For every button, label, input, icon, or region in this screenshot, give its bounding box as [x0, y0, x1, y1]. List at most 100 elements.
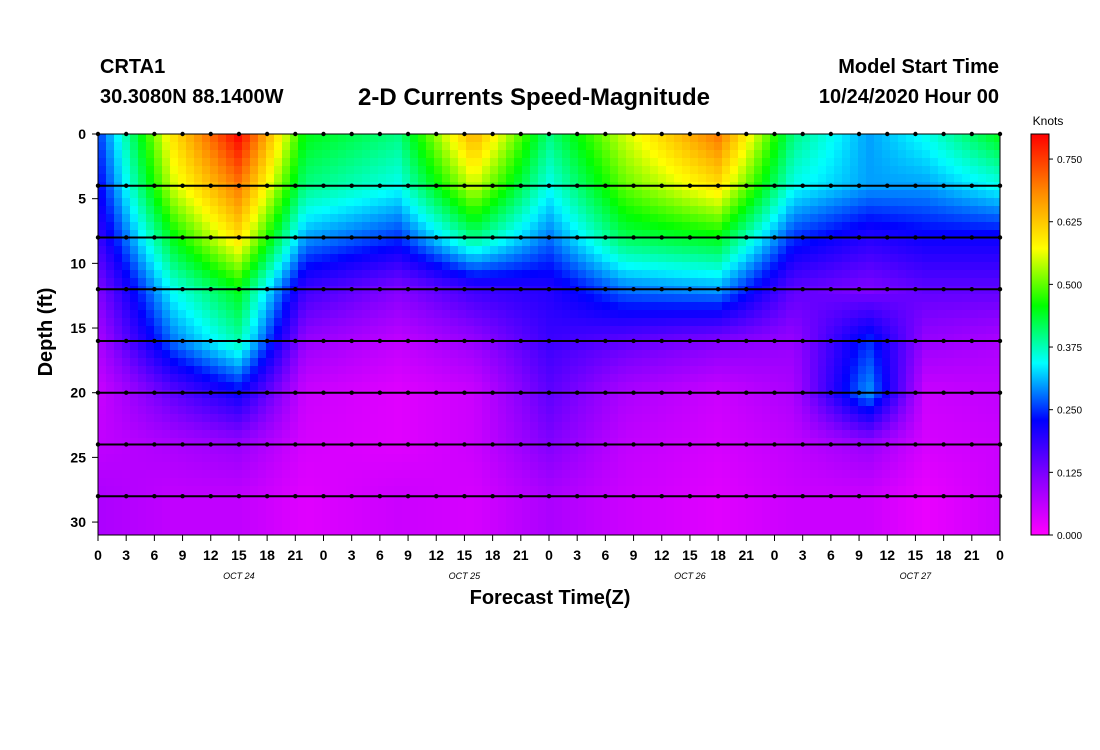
heat-cell: [338, 134, 347, 143]
heat-cell: [330, 478, 339, 487]
heat-cell: [874, 134, 883, 143]
heat-cell: [906, 206, 915, 215]
heat-cell: [314, 382, 323, 391]
heat-cell: [450, 166, 459, 175]
heat-cell: [154, 342, 163, 351]
heat-cell: [362, 374, 371, 383]
heat-cell: [242, 246, 251, 255]
heat-cell: [538, 430, 547, 439]
heat-cell: [850, 158, 859, 167]
heat-cell: [562, 206, 571, 215]
heat-cell: [322, 206, 331, 215]
heat-cell: [610, 174, 619, 183]
heat-cell: [722, 150, 731, 159]
heat-cell: [322, 318, 331, 327]
heat-cell: [834, 150, 843, 159]
heat-cell: [250, 174, 259, 183]
heat-cell: [530, 134, 539, 143]
heat-cell: [514, 350, 523, 359]
heat-cell: [634, 406, 643, 415]
heat-cell: [282, 422, 291, 431]
heat-cell: [658, 270, 667, 279]
heat-cell: [730, 166, 739, 175]
heat-cell: [634, 174, 643, 183]
heat-cell: [234, 294, 243, 303]
heat-cell: [594, 198, 603, 207]
heat-cell: [482, 214, 491, 223]
heat-cell: [250, 478, 259, 487]
heat-cell: [738, 134, 747, 143]
heat-cell: [602, 398, 611, 407]
heat-cell: [498, 342, 507, 351]
heat-cell: [466, 334, 475, 343]
heat-cell: [938, 382, 947, 391]
heat-cell: [162, 158, 171, 167]
heat-cell: [850, 350, 859, 359]
heat-cell: [322, 174, 331, 183]
heat-cell: [946, 142, 955, 151]
heat-cell: [490, 334, 499, 343]
heat-cell: [346, 294, 355, 303]
heat-cell: [186, 414, 195, 423]
heat-cell: [842, 142, 851, 151]
heat-cell: [586, 214, 595, 223]
heat-cell: [370, 198, 379, 207]
heat-cell: [506, 174, 515, 183]
heat-cell: [498, 334, 507, 343]
heat-cell: [450, 422, 459, 431]
heat-cell: [410, 390, 419, 399]
heat-cell: [754, 310, 763, 319]
heat-cell: [122, 190, 131, 199]
heat-cell: [242, 478, 251, 487]
heat-cell: [186, 278, 195, 287]
heat-cell: [722, 134, 731, 143]
heat-cell: [714, 350, 723, 359]
heat-cell: [202, 406, 211, 415]
heat-cell: [594, 158, 603, 167]
heat-cell: [354, 438, 363, 447]
heat-cell: [978, 334, 987, 343]
heat-cell: [994, 270, 1001, 279]
heat-cell: [650, 174, 659, 183]
heat-cell: [722, 174, 731, 183]
heat-cell: [642, 246, 651, 255]
heat-cell: [378, 462, 387, 471]
heat-cell: [362, 166, 371, 175]
heat-cell: [922, 310, 931, 319]
heat-cell: [466, 278, 475, 287]
heat-cell: [554, 302, 563, 311]
heat-cell: [650, 470, 659, 479]
heat-cell: [402, 294, 411, 303]
heat-cell: [730, 318, 739, 327]
heat-cell: [938, 398, 947, 407]
heat-cell: [570, 230, 579, 239]
heat-cell: [250, 166, 259, 175]
heat-cell: [978, 462, 987, 471]
heat-cell: [522, 190, 531, 199]
heat-cell: [914, 238, 923, 247]
heat-cell: [850, 294, 859, 303]
heat-cell: [434, 158, 443, 167]
heat-cell: [234, 150, 243, 159]
heat-cell: [458, 398, 467, 407]
heat-cell: [698, 150, 707, 159]
heat-cell: [842, 174, 851, 183]
heat-cell: [274, 478, 283, 487]
heat-cell: [386, 366, 395, 375]
heat-cell: [330, 134, 339, 143]
heat-cell: [434, 222, 443, 231]
heat-cell: [706, 222, 715, 231]
heat-cell: [146, 310, 155, 319]
heat-cell: [674, 382, 683, 391]
heat-cell: [834, 134, 843, 143]
heat-cell: [226, 390, 235, 399]
heat-cell: [722, 398, 731, 407]
heat-cell: [258, 262, 267, 271]
heat-cell: [706, 206, 715, 215]
heat-cell: [386, 422, 395, 431]
heat-cell: [930, 318, 939, 327]
heat-cell: [770, 374, 779, 383]
heat-cell: [218, 366, 227, 375]
heat-cell: [274, 294, 283, 303]
heat-cell: [562, 270, 571, 279]
